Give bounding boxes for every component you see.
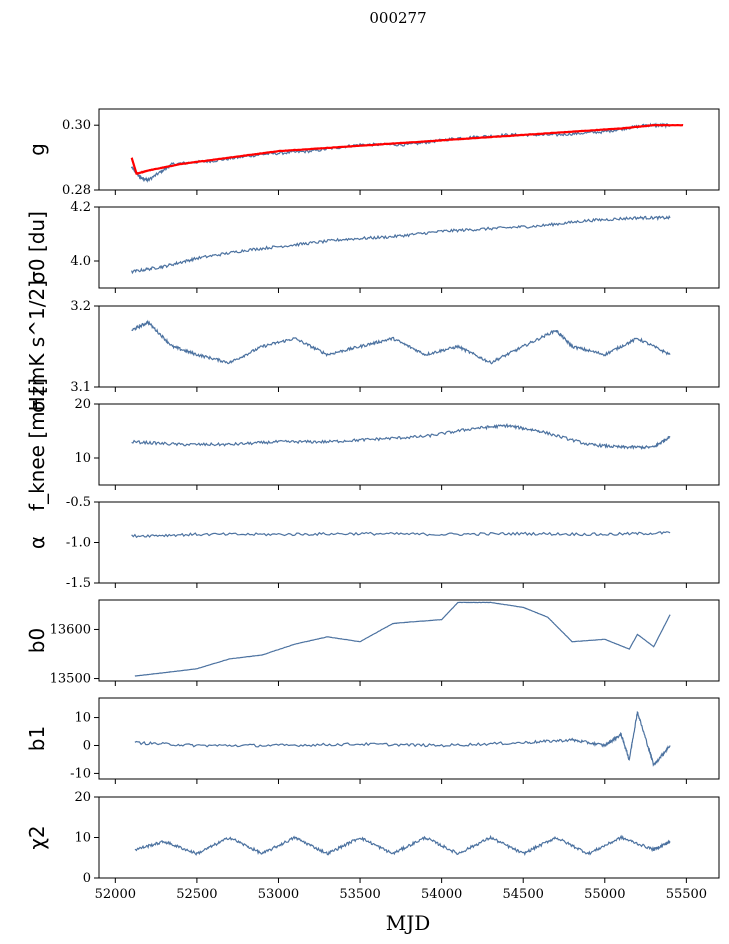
x-axis-label: MJD	[386, 911, 431, 935]
panel-sigma0: 4.0 4.2 σ0 [du]	[25, 200, 720, 293]
y-tick-label: -0.5	[66, 495, 91, 510]
y-tick-label: 4.0	[70, 254, 91, 269]
panel-b1: -10 0 10 b1	[25, 697, 720, 784]
panel-alpha: -1.5 -1.0 -0.5 α	[25, 495, 720, 591]
x-tick-label: 53000	[258, 887, 299, 902]
x-tick-label: 52500	[176, 887, 217, 902]
y-axis-label: b1	[25, 726, 49, 751]
y-tick-label: 10	[74, 831, 91, 846]
panel-fknee: 10 20 f_knee [mHz]	[25, 378, 720, 511]
panel-g: 0.28 0.30 g	[25, 108, 720, 198]
panel-frame	[98, 108, 720, 191]
y-tick-label: 10	[74, 711, 91, 726]
x-tick-label: 54000	[421, 887, 462, 902]
y-axis-label: σ0 [du]	[25, 211, 49, 284]
y-tick-label: 0	[83, 871, 91, 886]
panel-frame	[98, 599, 720, 682]
y-tick-label: 3.2	[70, 299, 91, 314]
series-line-data	[131, 422, 671, 451]
series-line-data	[131, 215, 671, 275]
y-tick-label: 13600	[50, 622, 91, 637]
x-tick-label: 54500	[503, 887, 544, 902]
x-tick-label: 53500	[339, 887, 380, 902]
y-tick-label: 3.1	[70, 380, 91, 395]
y-tick-label: -10	[70, 766, 91, 781]
panel-frame	[98, 697, 720, 780]
y-axis-label: α	[25, 536, 49, 549]
panels: 0.28 0.30 g 4.0 4.2 σ0 [du] 3.1 3.2 σ [mK s^1/2]…	[25, 108, 720, 902]
series-line-data	[134, 710, 671, 767]
y-tick-label: 20	[74, 397, 91, 412]
series-line-data	[134, 601, 671, 677]
panel-frame	[98, 403, 720, 486]
y-axis-label: σ [mK s^1/2]	[25, 280, 49, 413]
x-tick-label: 55500	[666, 887, 707, 902]
panel-frame	[98, 796, 720, 879]
series-line-data	[131, 531, 671, 539]
x-tick-label: 52000	[95, 887, 136, 902]
y-axis-label: b0	[25, 628, 49, 653]
y-tick-label: 20	[74, 790, 91, 805]
y-axis-label: f_knee [mHz]	[25, 378, 49, 511]
panel-frame	[98, 501, 720, 584]
y-tick-label: 4.2	[70, 200, 91, 215]
y-tick-label: 13500	[50, 672, 91, 687]
series-line-data	[134, 834, 671, 856]
y-tick-label: 10	[74, 451, 91, 466]
panel-frame	[98, 206, 720, 289]
panel-frame	[98, 305, 720, 388]
y-tick-label: 0	[83, 738, 91, 753]
series-line-data	[131, 122, 671, 183]
y-tick-label: -1.0	[66, 536, 91, 551]
y-tick-label: -1.5	[66, 576, 91, 591]
panel-sigma: 3.1 3.2 σ [mK s^1/2]	[25, 280, 720, 413]
y-axis-label: g	[25, 143, 49, 156]
series-line-data	[131, 319, 671, 365]
series-line-fit	[130, 123, 684, 175]
panel-chi2: 0 10 20 χ2 52000 52500 53000 53500 54000 54500 550…	[25, 790, 720, 902]
y-axis-label: χ2	[25, 825, 49, 849]
y-tick-label: 0.28	[62, 183, 91, 198]
y-tick-label: 0.30	[62, 118, 91, 133]
figure-title: 000277	[369, 9, 426, 27]
x-tick-label: 55000	[584, 887, 625, 902]
